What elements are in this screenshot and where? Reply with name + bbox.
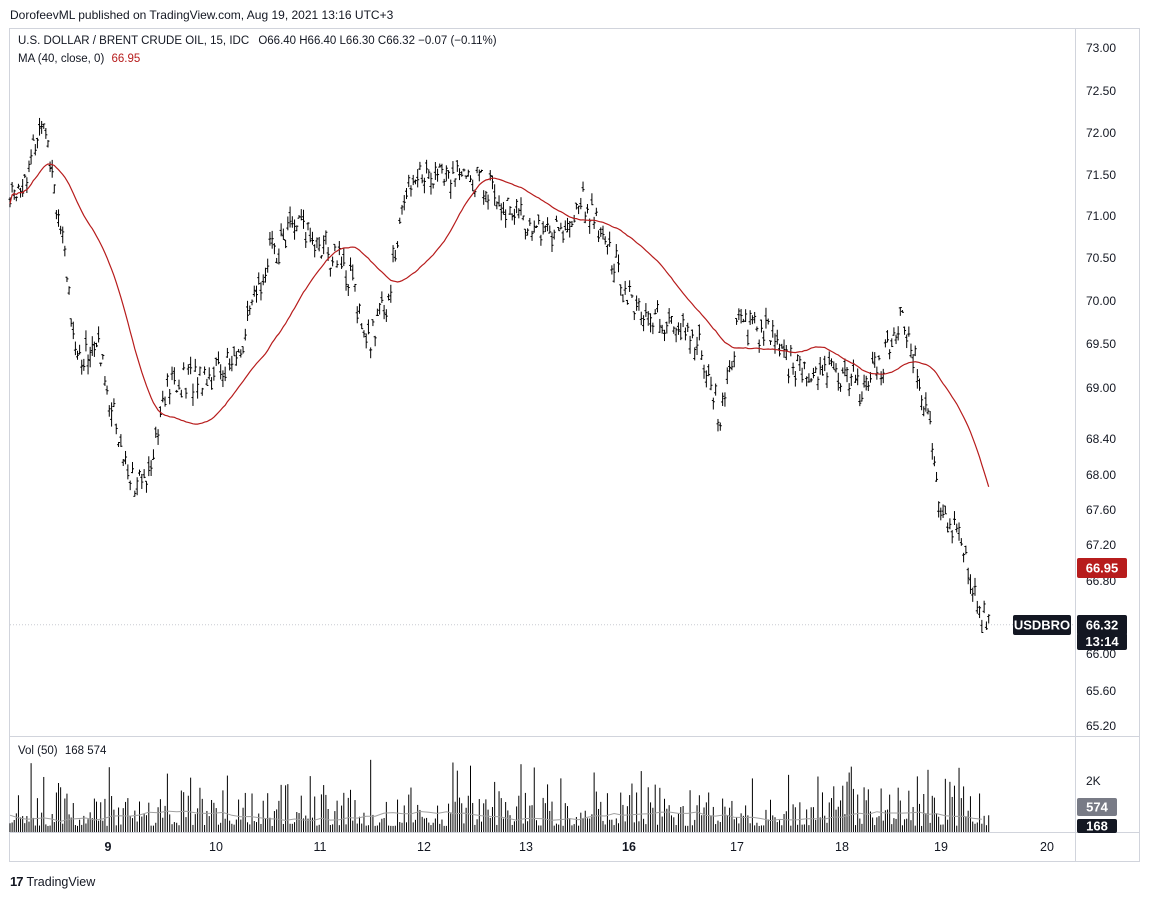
x-tick-label: 11 xyxy=(314,840,327,854)
y-tick-label: 71.50 xyxy=(1086,168,1116,182)
y-tick-label: 67.60 xyxy=(1086,503,1116,517)
symbol-badge-bg xyxy=(1013,615,1071,635)
symbol-badge: USDBRO xyxy=(1014,618,1070,633)
published-line: DorofeevML published on TradingView.com,… xyxy=(10,8,394,22)
y-tick-label: 70.50 xyxy=(1086,251,1116,265)
ma-value-badge-bg xyxy=(1077,558,1127,578)
y-tick-label: 68.40 xyxy=(1086,432,1116,446)
last-price-badge: 66.32 xyxy=(1086,618,1119,633)
countdown-badge: 13:14 xyxy=(1085,634,1119,649)
legend-vol-label: Vol (50) xyxy=(18,745,58,757)
legend-symbol: U.S. DOLLAR / BRENT CRUDE OIL, 15, IDC O… xyxy=(18,35,497,47)
x-tick-label: 12 xyxy=(417,840,431,854)
x-tick-label: 20 xyxy=(1040,840,1054,854)
y-tick-label: 69.50 xyxy=(1086,337,1116,351)
x-tick-label: 18 xyxy=(835,840,849,854)
x-tick-label: 19 xyxy=(934,840,948,854)
y-tick-label: 68.00 xyxy=(1086,468,1116,482)
vol-ma-badge-bg xyxy=(1077,798,1117,816)
tradingview-brand: TradingView xyxy=(26,874,96,889)
chart-frame[interactable] xyxy=(9,28,1140,862)
y-tick-label: 71.00 xyxy=(1086,209,1116,223)
vol-ma-badge: 574 xyxy=(1086,800,1108,815)
ma-line xyxy=(9,163,990,487)
ma-value-badge: 66.95 xyxy=(1086,561,1119,576)
legend-ma-label: MA (40, close, 0) xyxy=(18,53,105,65)
legend-symbol-label: U.S. DOLLAR / BRENT CRUDE OIL, 15, IDC xyxy=(18,35,250,47)
x-tick-label: 16 xyxy=(622,840,636,854)
y-tick-label: 73.00 xyxy=(1086,41,1116,55)
y-tick-label: 72.00 xyxy=(1086,126,1116,140)
x-tick-label: 9 xyxy=(105,840,112,854)
tradingview-logo-icon: 17 xyxy=(10,874,24,889)
x-tick-label: 17 xyxy=(730,840,744,854)
volume-ma-line xyxy=(9,810,982,822)
y-tick-label: 66.00 xyxy=(1086,647,1116,661)
legend-ma: MA (40, close, 0) 66.95 xyxy=(18,53,140,65)
last-price-badge-bg xyxy=(1077,615,1127,635)
y-tick-label: 72.50 xyxy=(1086,84,1116,98)
legend-vol-values: 168 574 xyxy=(64,745,107,757)
y-tick-label: 65.60 xyxy=(1086,684,1116,698)
vol-tick-label: 2K xyxy=(1086,774,1101,788)
y-tick-label: 67.20 xyxy=(1086,538,1116,552)
vol-last-badge-bg xyxy=(1077,819,1117,833)
vol-last-badge: 168 xyxy=(1086,819,1108,834)
x-tick-label: 13 xyxy=(519,840,533,854)
legend-ohlc: O66.40 H66.40 L66.30 C66.32 −0.07 (−0.11… xyxy=(258,35,497,47)
legend-ma-value: 66.95 xyxy=(111,53,141,65)
countdown-badge-bg xyxy=(1077,633,1127,650)
legend-volume: Vol (50) 168 574 xyxy=(18,745,106,757)
tradingview-logo[interactable]: 17 TradingView xyxy=(10,874,95,889)
y-tick-label: 70.00 xyxy=(1086,294,1116,308)
x-tick-label: 10 xyxy=(209,840,223,854)
y-tick-label: 69.00 xyxy=(1086,381,1116,395)
y-tick-label: 65.20 xyxy=(1086,719,1116,733)
